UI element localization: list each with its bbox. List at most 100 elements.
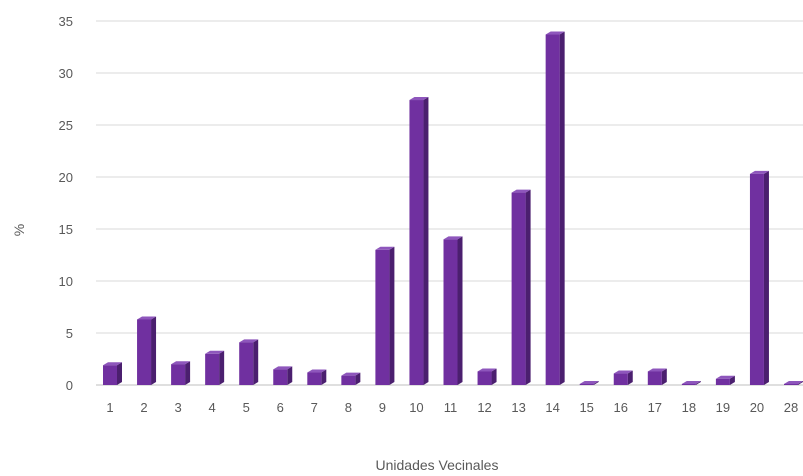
bar — [239, 339, 259, 385]
y-tick-label: 5 — [66, 326, 73, 341]
bar-top — [239, 339, 259, 343]
y-tick-labels: 0 5 10 15 20 25 30 35 — [59, 14, 73, 393]
bar-top — [477, 368, 497, 372]
x-tick-label: 2 — [140, 400, 147, 415]
bar-front — [477, 371, 492, 385]
bar-front — [375, 249, 390, 385]
bar-top — [137, 316, 157, 320]
y-tick-label: 35 — [59, 14, 73, 29]
bar — [409, 97, 429, 385]
bar-top — [784, 380, 803, 384]
bar-top — [273, 366, 293, 370]
bar-side — [151, 316, 157, 385]
bar-top — [749, 170, 769, 174]
bar-front — [103, 365, 117, 385]
bar-top — [715, 375, 735, 379]
bar — [545, 31, 565, 386]
x-tick-label: 12 — [477, 400, 491, 415]
x-tick-label: 7 — [311, 400, 318, 415]
x-tick-label: 11 — [444, 400, 458, 415]
bar — [511, 189, 531, 385]
bar-front — [647, 371, 662, 385]
bar — [784, 380, 803, 385]
x-axis-label: Unidades Vecinales — [376, 457, 499, 473]
bar — [579, 380, 599, 385]
x-tick-label: 20 — [750, 400, 764, 415]
y-tick-label: 30 — [59, 66, 73, 81]
bar-top — [409, 97, 429, 101]
bar — [103, 362, 122, 385]
x-tick-label: 15 — [579, 400, 593, 415]
x-tick-label: 1 — [106, 400, 113, 415]
bar-top — [103, 362, 122, 366]
bar-side — [763, 170, 769, 385]
bar-side — [321, 369, 327, 385]
x-tick-label: 18 — [682, 400, 696, 415]
bar-top — [681, 380, 701, 384]
bar-side — [525, 189, 531, 385]
bar-top — [579, 380, 599, 384]
bar — [477, 368, 497, 385]
bar-side — [253, 339, 259, 385]
bar — [681, 380, 701, 385]
bar-side — [729, 375, 735, 385]
bar-front — [171, 364, 186, 385]
bar-front — [409, 100, 424, 385]
bar-side — [457, 236, 463, 385]
y-axis-label: % — [11, 224, 27, 236]
bar-side — [661, 368, 667, 385]
bar-top — [647, 368, 667, 372]
bar-top — [171, 361, 191, 365]
bar — [647, 368, 667, 385]
bar-side — [423, 97, 429, 385]
x-tick-labels: 1 2 3 4 5 6 7 8 9 10 11 12 13 14 15 16 17 18 19 20 28 — [106, 400, 798, 415]
bar — [341, 372, 361, 385]
y-tick-label: 10 — [59, 274, 73, 289]
bar-front — [545, 34, 560, 386]
bar-top — [307, 369, 327, 373]
bar-front — [307, 372, 322, 385]
bar-front — [511, 192, 526, 385]
bar — [443, 236, 463, 385]
bar-side — [798, 380, 803, 385]
bar — [715, 375, 735, 385]
x-tick-label: 28 — [784, 400, 798, 415]
bar-front — [681, 383, 696, 385]
bar — [613, 370, 633, 385]
x-tick-label: 3 — [174, 400, 181, 415]
bar-side — [117, 362, 122, 385]
bars — [103, 31, 803, 386]
bar — [171, 361, 191, 385]
x-tick-label: 14 — [545, 400, 559, 415]
bar-front — [613, 373, 628, 385]
bar-front — [443, 239, 458, 385]
x-tick-label: 9 — [379, 400, 386, 415]
x-tick-label: 8 — [345, 400, 352, 415]
bar-top — [613, 370, 633, 374]
bar-side — [593, 380, 599, 385]
x-tick-label: 5 — [243, 400, 250, 415]
bar — [273, 366, 293, 385]
bar — [137, 316, 157, 385]
bar-front — [579, 383, 594, 385]
bar-front — [715, 378, 730, 385]
bar — [749, 170, 769, 385]
x-tick-label: 4 — [209, 400, 216, 415]
bar-front — [341, 375, 356, 385]
bar — [205, 350, 225, 385]
x-tick-label: 13 — [511, 400, 525, 415]
bar — [375, 246, 395, 385]
x-tick-label: 17 — [648, 400, 662, 415]
bar-top — [545, 31, 565, 35]
bar-front — [784, 383, 798, 385]
bar-front — [205, 353, 220, 385]
y-tick-label: 15 — [59, 222, 73, 237]
bar-side — [559, 31, 565, 386]
bar-top — [511, 189, 531, 193]
y-tick-label: 20 — [59, 170, 73, 185]
bar-front — [239, 342, 254, 385]
bar-side — [491, 368, 497, 385]
y-tick-label: 0 — [66, 378, 73, 393]
x-tick-label: 6 — [277, 400, 284, 415]
